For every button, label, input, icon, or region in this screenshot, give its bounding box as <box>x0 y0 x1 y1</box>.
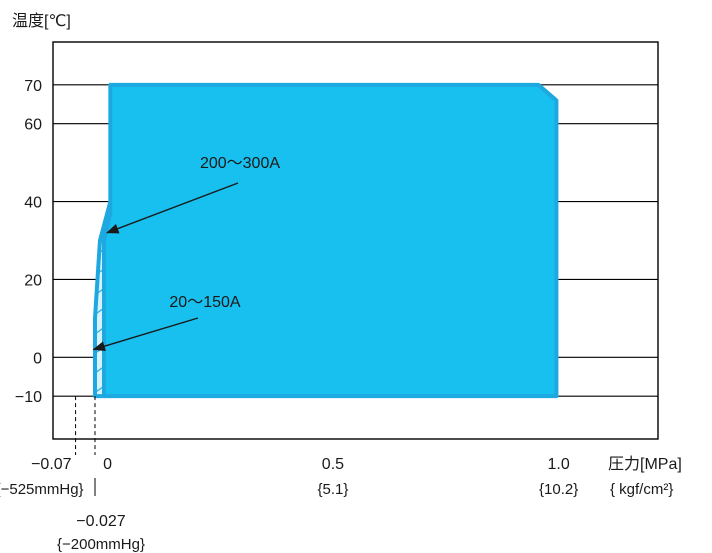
x-tick-label: 1.0 <box>548 456 570 473</box>
data-series <box>92 82 559 399</box>
x-tick-sublabel: {5.1} <box>317 481 348 498</box>
annotation-arrow <box>92 317 199 352</box>
x-tick-sublabel: {10.2} <box>539 481 578 498</box>
y-tick-label: 60 <box>24 117 42 134</box>
series-200-300A-region <box>102 82 559 399</box>
annotation-arrow <box>106 182 239 234</box>
annotations: 200〜300A 20〜150A <box>92 155 280 352</box>
y-tick-label: −10 <box>15 389 42 406</box>
annotation-label: 200〜300A <box>200 155 280 172</box>
y-axis-title: 温度[℃] <box>12 12 71 30</box>
x-tick-label: 0 <box>103 456 112 473</box>
annotation-label: 20〜150A <box>169 294 240 311</box>
y-tick-label: 70 <box>24 78 42 95</box>
x-tick-sublabel: {−525mmHg} <box>0 481 84 498</box>
y-tick-label: 0 <box>33 350 42 367</box>
y-tick-label: 20 <box>24 272 42 289</box>
x-tick-label: −0.07 <box>31 456 72 473</box>
x-axis-title: 圧力[MPa] <box>608 455 682 473</box>
plot-frame <box>52 41 659 440</box>
extra-tick-label: −0.027 <box>76 513 125 530</box>
x-tick-label: 0.5 <box>322 456 344 473</box>
x-axis-subtitle: { kgf/cm²} <box>610 481 673 498</box>
axis-ticks: 70 60 40 20 0 −10 −0.07 {−525mmHg} 0 0.5 {5.1} 1.0 {… <box>0 78 578 553</box>
extra-tick-sublabel: {−200mmHg} <box>57 536 145 553</box>
y-tick-label: 40 <box>24 195 42 212</box>
